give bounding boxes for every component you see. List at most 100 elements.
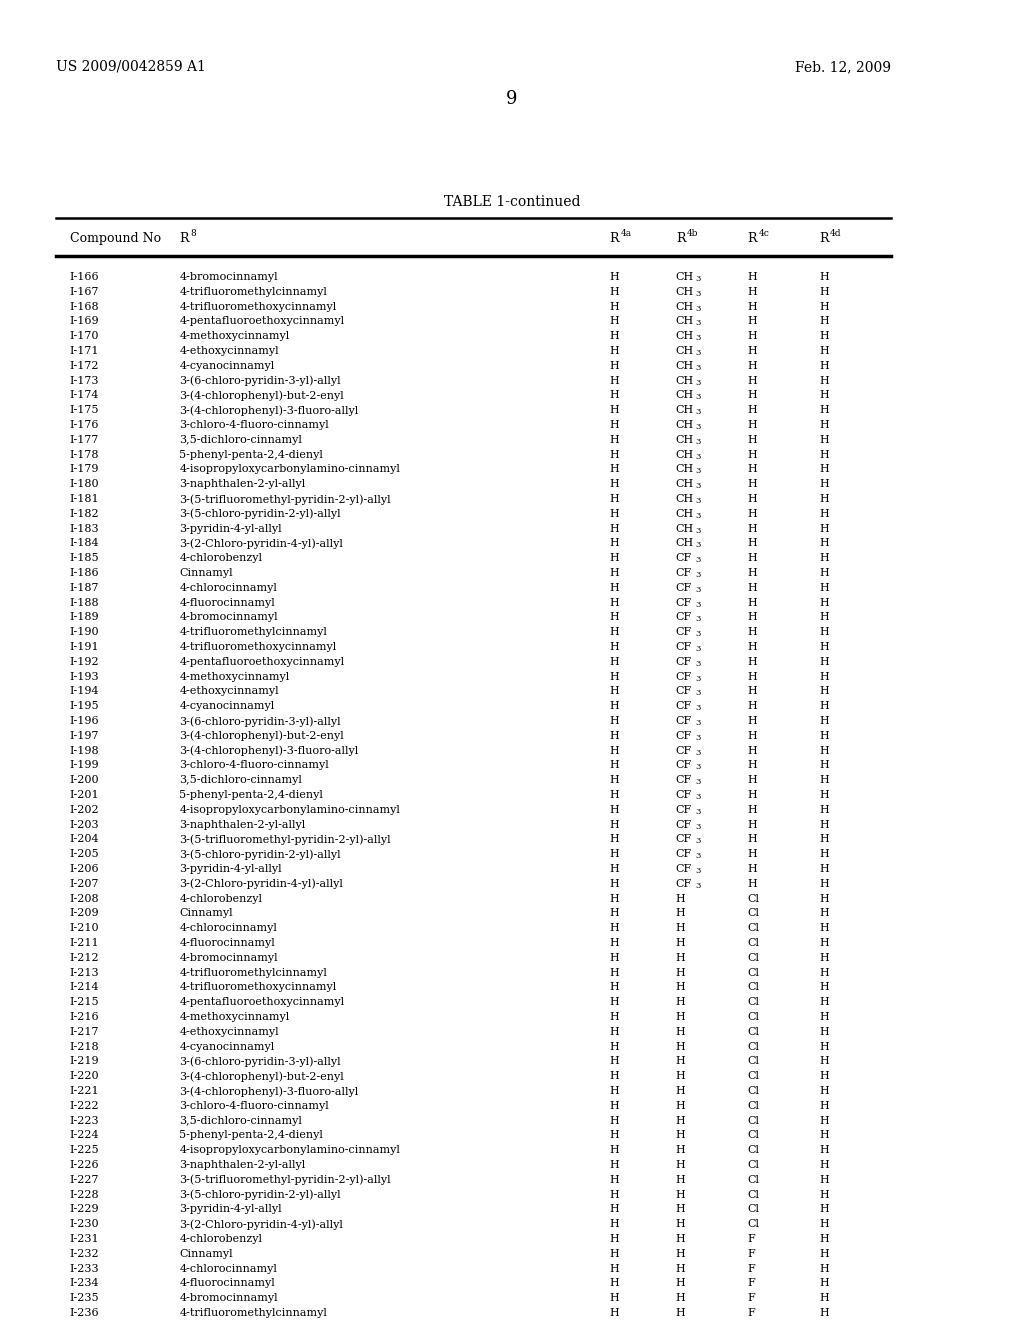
Text: H: H — [819, 346, 829, 356]
Text: H: H — [819, 508, 829, 519]
Text: 4-fluorocinnamyl: 4-fluorocinnamyl — [179, 1278, 275, 1288]
Text: H: H — [609, 1146, 620, 1155]
Text: 3: 3 — [696, 837, 701, 845]
Text: CF: CF — [676, 849, 692, 859]
Text: H: H — [609, 849, 620, 859]
Text: H: H — [609, 672, 620, 681]
Text: I-183: I-183 — [70, 524, 99, 533]
Text: 3: 3 — [696, 601, 701, 609]
Text: H: H — [609, 508, 620, 519]
Text: 3-(5-chloro-pyridin-2-yl)-allyl: 3-(5-chloro-pyridin-2-yl)-allyl — [179, 1189, 341, 1200]
Text: 4-cyanocinnamyl: 4-cyanocinnamyl — [179, 360, 274, 371]
Text: F: F — [748, 1308, 756, 1317]
Text: I-209: I-209 — [70, 908, 99, 919]
Text: 3: 3 — [696, 393, 701, 401]
Text: H: H — [609, 553, 620, 564]
Text: I-225: I-225 — [70, 1146, 99, 1155]
Text: H: H — [609, 908, 620, 919]
Text: H: H — [748, 508, 758, 519]
Text: CH: CH — [676, 405, 694, 416]
Text: H: H — [609, 1204, 620, 1214]
Text: I-169: I-169 — [70, 317, 99, 326]
Text: 3: 3 — [696, 630, 701, 638]
Text: H: H — [748, 331, 758, 341]
Text: H: H — [609, 1115, 620, 1126]
Text: H: H — [819, 598, 829, 607]
Text: Cl: Cl — [748, 997, 760, 1007]
Text: I-208: I-208 — [70, 894, 99, 904]
Text: H: H — [609, 1101, 620, 1111]
Text: H: H — [819, 301, 829, 312]
Text: 4-methoxycinnamyl: 4-methoxycinnamyl — [179, 1012, 290, 1022]
Text: I-192: I-192 — [70, 657, 99, 667]
Text: H: H — [609, 642, 620, 652]
Text: 3: 3 — [696, 512, 701, 520]
Text: H: H — [676, 1263, 686, 1274]
Text: H: H — [609, 894, 620, 904]
Text: H: H — [819, 539, 829, 548]
Text: H: H — [748, 553, 758, 564]
Text: H: H — [609, 715, 620, 726]
Text: 3: 3 — [696, 364, 701, 372]
Text: H: H — [609, 479, 620, 490]
Text: H: H — [819, 923, 829, 933]
Text: H: H — [819, 1056, 829, 1067]
Text: H: H — [676, 908, 686, 919]
Text: H: H — [609, 820, 620, 829]
Text: H: H — [609, 1086, 620, 1096]
Text: CF: CF — [676, 731, 692, 741]
Text: 3: 3 — [696, 305, 701, 313]
Text: H: H — [819, 820, 829, 829]
Text: 3-(2-Chloro-pyridin-4-yl)-allyl: 3-(2-Chloro-pyridin-4-yl)-allyl — [179, 1220, 343, 1230]
Text: H: H — [819, 642, 829, 652]
Text: H: H — [609, 746, 620, 755]
Text: H: H — [748, 317, 758, 326]
Text: H: H — [609, 301, 620, 312]
Text: H: H — [676, 1056, 686, 1067]
Text: I-180: I-180 — [70, 479, 99, 490]
Text: H: H — [676, 1278, 686, 1288]
Text: 3: 3 — [696, 660, 701, 668]
Text: H: H — [748, 805, 758, 814]
Text: H: H — [819, 701, 829, 711]
Text: I-202: I-202 — [70, 805, 99, 814]
Text: 3-(4-chlorophenyl)-3-fluoro-allyl: 3-(4-chlorophenyl)-3-fluoro-allyl — [179, 746, 358, 756]
Text: 4-ethoxycinnamyl: 4-ethoxycinnamyl — [179, 346, 279, 356]
Text: 4-chlorocinnamyl: 4-chlorocinnamyl — [179, 583, 278, 593]
Text: H: H — [819, 1234, 829, 1243]
Text: H: H — [748, 686, 758, 697]
Text: H: H — [819, 1175, 829, 1185]
Text: H: H — [748, 746, 758, 755]
Text: I-236: I-236 — [70, 1308, 99, 1317]
Text: 4-ethoxycinnamyl: 4-ethoxycinnamyl — [179, 1027, 279, 1036]
Text: Cinnamyl: Cinnamyl — [179, 568, 232, 578]
Text: H: H — [819, 657, 829, 667]
Text: H: H — [676, 1189, 686, 1200]
Text: H: H — [609, 1041, 620, 1052]
Text: 3: 3 — [696, 482, 701, 490]
Text: 4-cyanocinnamyl: 4-cyanocinnamyl — [179, 1041, 274, 1052]
Text: 3,5-dichloro-cinnamyl: 3,5-dichloro-cinnamyl — [179, 1115, 302, 1126]
Text: H: H — [819, 450, 829, 459]
Text: Cinnamyl: Cinnamyl — [179, 908, 232, 919]
Text: H: H — [819, 405, 829, 416]
Text: 3: 3 — [696, 408, 701, 416]
Text: Cinnamyl: Cinnamyl — [179, 1249, 232, 1259]
Text: 5-phenyl-penta-2,4-dienyl: 5-phenyl-penta-2,4-dienyl — [179, 789, 324, 800]
Text: CH: CH — [676, 301, 694, 312]
Text: H: H — [676, 1130, 686, 1140]
Text: H: H — [609, 598, 620, 607]
Text: 3: 3 — [696, 704, 701, 713]
Text: 4-trifluoromethoxycinnamyl: 4-trifluoromethoxycinnamyl — [179, 642, 337, 652]
Text: 3: 3 — [696, 882, 701, 890]
Text: H: H — [819, 1160, 829, 1170]
Text: I-189: I-189 — [70, 612, 99, 623]
Text: H: H — [609, 1263, 620, 1274]
Text: 4-isopropyloxycarbonylamino-cinnamyl: 4-isopropyloxycarbonylamino-cinnamyl — [179, 1146, 400, 1155]
Text: H: H — [748, 568, 758, 578]
Text: H: H — [676, 1308, 686, 1317]
Text: H: H — [819, 894, 829, 904]
Text: Cl: Cl — [748, 1027, 760, 1036]
Text: H: H — [609, 982, 620, 993]
Text: 3: 3 — [696, 541, 701, 549]
